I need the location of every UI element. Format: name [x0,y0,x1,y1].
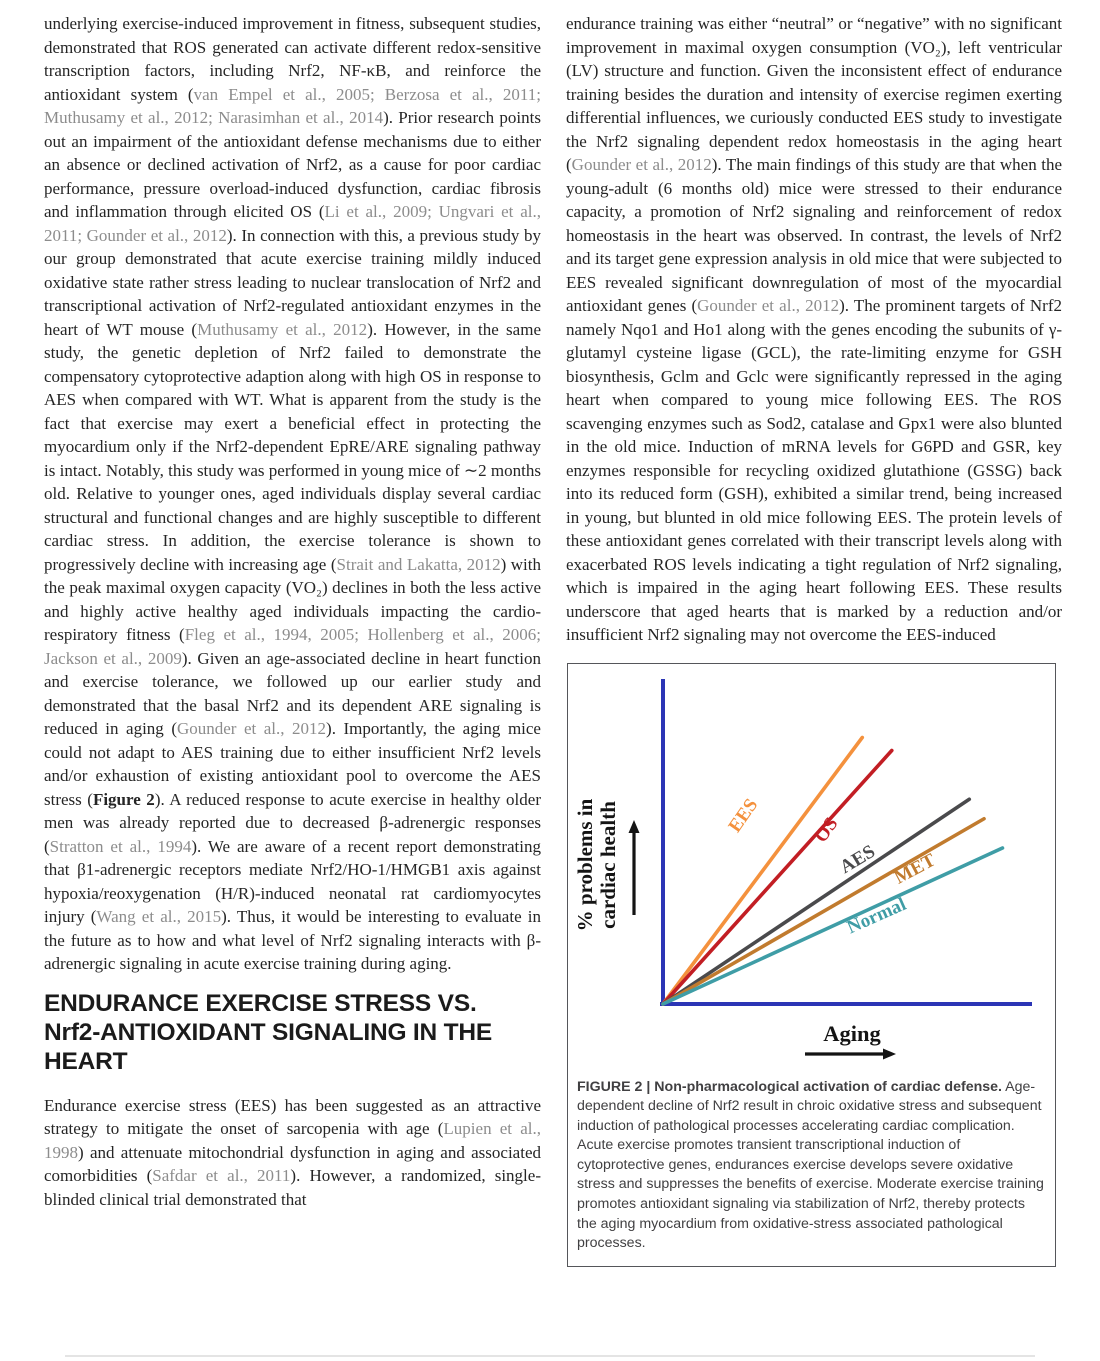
citation: Lupien et al., 1998 [44,1119,541,1162]
citation: Strait and Lakatta, 2012 [336,554,501,574]
citation: Li et al., 2009; Ungvari et al., 2011; G… [44,202,541,245]
text-run: ). Thus, it would be interesting to eval… [44,907,541,973]
section-heading: ENDURANCE EXERCISE STRESS VS. Nrf2-ANTIO… [44,989,541,1076]
text-run: ). We are aware of a recent report demon… [44,836,541,927]
right-column: endurance training was either “neutral” … [566,12,1062,1267]
text-run: ). Importantly, the aging mice could not… [44,719,541,809]
series-label-normal: Normal [844,893,909,938]
citation: Fleg et al., 1994, 2005; Hollenberg et a… [44,625,541,668]
text-run: ) and attenuate mitochondrial dysfunctio… [44,1142,541,1186]
citation: Gounder et al., 2012 [176,719,327,738]
text-run: ). In connection with this, a previous s… [44,225,541,339]
section-heading-line: HEART [44,1047,128,1075]
text-run: ). The main findings of this study are t… [566,155,1062,315]
y-axis-arrowhead-icon [628,819,640,833]
series-label-ees: EES [724,794,762,835]
text-run: underlying exercise-induced improvement … [44,14,541,104]
text-run: endurance training was either “neutral” … [566,14,1062,174]
x-axis-label: Aging [823,1021,881,1046]
series-line-ees [661,735,865,1006]
citation: Stratton et al., 1994 [49,836,192,856]
body-paragraph-1: underlying exercise-induced improvement … [44,12,541,976]
text-run: ) with the peak maximal oxygen capacity … [44,554,541,645]
section-heading-line: Nrf2-ANTIOXIDANT SIGNALING IN THE [44,1018,493,1046]
bold-text: FIGURE 2 | Non-pharmacological activatio… [577,1078,1002,1095]
text-run: ). A reduced response to acute exercise … [44,789,541,856]
figure-2-caption: FIGURE 2 | Non-pharmacological activatio… [568,1076,1055,1266]
text-run: ). Prior research points out an impairme… [44,108,541,221]
bold-text: Figure 2 [92,789,155,809]
text-run: ). Given an age-associated decline in he… [44,648,542,739]
figure-2: EES OS AES MET Normal% problems in cardiac he… [567,662,1056,1267]
text-run: ). However, in the same study, the genet… [44,319,541,574]
citation: Safdar et al., 2011 [152,1166,291,1185]
series-line-met [661,816,986,1006]
section-heading-line: ENDURANCE EXERCISE STRESS VS. [44,989,477,1017]
y-axis-label: cardiac health [596,800,620,928]
text-run: ). However, a randomized, single-blinded… [44,1166,541,1209]
citation: Wang et al., 2015 [96,907,222,926]
series-label-met: MET [891,849,939,888]
series-label-os: OS [810,813,842,846]
citation: Muthusamy et al., 2012 [197,319,368,339]
text-run: ). The prominent targets of Nrf2 namely … [566,296,1062,644]
x-axis-arrowhead-icon [883,1048,896,1059]
series-line-aes [661,796,972,1006]
y-axis-label: % problems in [573,798,597,931]
series-line-normal [661,845,1005,1006]
body-paragraph-2: Endurance exercise stress (EES) has been… [44,1094,541,1212]
footer-divider [65,1355,1035,1357]
citation: Gounder et al., 2012 [697,296,840,315]
series-line-os [661,748,894,1006]
text-run: Age-dependent decline of Nrf2 result in … [577,1078,1044,1252]
text-run: Endurance exercise stress (EES) has been… [44,1095,541,1139]
citation: van Empel et al., 2005; Berzosa et al., … [44,84,541,128]
body-paragraph-3: endurance training was either “neutral” … [566,12,1062,647]
citation: Gounder et al., 2012 [571,155,712,174]
left-column: underlying exercise-induced improvement … [44,12,541,1211]
